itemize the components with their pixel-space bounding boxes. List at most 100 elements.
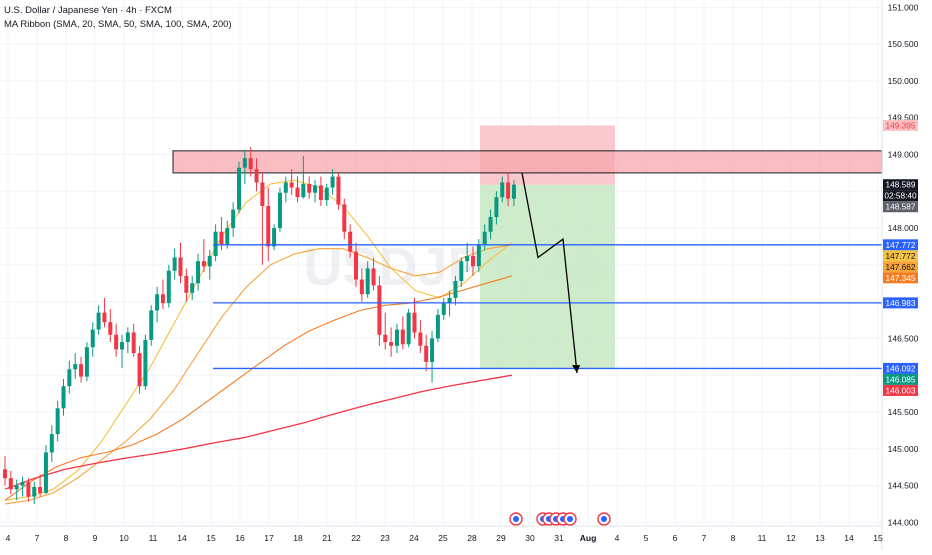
candle-body [313,185,318,193]
candle [237,161,241,214]
candle [166,264,171,308]
candle [149,305,154,346]
candle [500,176,505,203]
time-tick-label: 31 [554,533,564,543]
candle-body [213,231,218,257]
candle [254,158,259,192]
candle [330,169,335,195]
price-label-bg [883,190,918,202]
candle-body [248,158,253,170]
candle [137,345,142,394]
price-label-ma200: 146.003 [883,384,918,396]
candle-body [377,285,382,335]
candle-body [318,185,323,201]
candle [394,323,399,354]
candle-body [237,167,241,210]
candle [213,224,218,262]
candle-body [424,345,429,362]
candle-body [488,217,493,232]
price-labels: 149.395148.58902:58:40148.587147.772147.… [883,119,918,396]
time-tick-label: 11 [149,533,158,543]
candle-body [26,481,31,497]
event-marker-dot [601,516,607,522]
candle-body [453,281,458,298]
price-label-level: 147.772 [883,239,918,251]
candle-body [8,478,13,490]
time-tick-label: 14 [177,533,187,543]
time-tick-label: 24 [409,533,419,543]
price-label-text: 147.345 [886,273,916,283]
time-tick-label: 23 [380,533,390,543]
candle [383,312,388,350]
price-label-text: 02:58:40 [884,191,917,201]
indicator-title: MA Ribbon (SMA, 20, SMA, 50, SMA, 100, S… [4,19,232,30]
event-marker [597,512,611,526]
price-label-target: 146.085 [883,373,918,385]
take-profit-area [480,184,615,369]
candle-body [201,261,206,267]
candle-body [348,231,353,252]
projection-path[interactable] [521,172,580,374]
candle-body [383,334,388,343]
price-tick-label: 148.000 [888,223,919,233]
candle-body [242,158,247,168]
candle-body [84,347,89,377]
time-tick-label: 28 [467,533,477,543]
time-tick-label: 6 [673,533,678,543]
candle [266,187,271,262]
price-tick-label: 151.000 [888,2,919,12]
candle [354,242,358,287]
price-tick-label: 150.000 [888,76,919,86]
candle-body [371,268,376,286]
support-levels[interactable] [213,244,882,370]
time-tick-label: 11 [758,533,767,543]
candle [289,169,294,195]
candle-body [482,231,487,245]
candle-body [277,192,282,229]
candle [20,476,25,497]
candle-body [114,334,119,350]
candle [430,331,435,383]
candle [406,308,411,348]
candle-body [155,294,160,311]
candle-body [260,182,265,206]
candle [365,261,370,298]
time-axis[interactable]: 4 7 8 9 10 11 14 15 16 17 18 21 22 23 24 25 28 29 30 31 Aug 4… [0,525,883,543]
candle [26,478,31,502]
chart-legend: U.S. Dollar / Japanese Yen · 4h · FXCM M… [4,4,232,32]
candle [389,327,394,357]
candle [155,286,160,323]
candle [506,172,511,206]
price-label-bg [883,297,918,309]
candle [79,356,84,383]
candle-body [254,169,259,183]
time-tick-label: 12 [786,533,796,543]
price-label-text: 147.772 [886,251,916,261]
candle-body [435,314,440,339]
price-label-text: 148.589 [886,180,916,190]
candle-body [32,487,37,497]
candle [318,176,323,206]
time-tick-label: 13 [815,533,825,543]
candle-body [336,176,341,205]
event-marker [563,512,577,526]
candle [295,176,300,203]
price-label-bg [883,362,918,374]
candle-body [324,187,329,201]
candle-body [131,332,136,354]
time-tick-label: 15 [873,533,883,543]
price-label-bg [883,384,918,396]
price-label-ma20: 147.772 [883,250,918,262]
candle [272,224,277,251]
candle-body [20,481,25,486]
candle-body [55,408,60,435]
candle [160,279,165,309]
candle [511,180,516,206]
event-markers[interactable] [509,512,611,526]
resistance-zone[interactable] [172,150,883,174]
price-tick-label: 146.500 [888,333,919,343]
candle [488,209,493,240]
candle-body [506,182,511,199]
